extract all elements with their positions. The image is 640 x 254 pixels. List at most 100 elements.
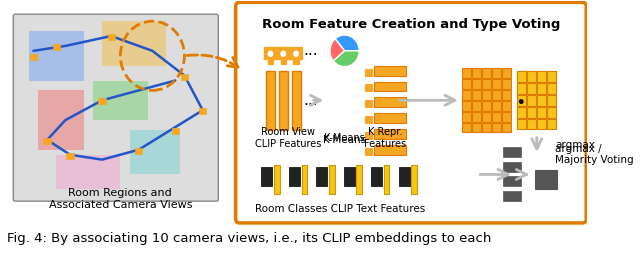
Bar bbox=[129, 130, 180, 174]
Bar bbox=[29, 31, 84, 81]
Bar bbox=[291, 71, 301, 130]
Bar bbox=[503, 191, 521, 201]
Text: ...: ... bbox=[303, 43, 318, 58]
Circle shape bbox=[267, 50, 274, 58]
Text: Room View
CLIP Features: Room View CLIP Features bbox=[255, 127, 321, 149]
Bar bbox=[278, 71, 288, 130]
Bar bbox=[472, 79, 481, 89]
Bar bbox=[482, 112, 491, 122]
Bar bbox=[365, 116, 372, 123]
Bar bbox=[289, 167, 300, 186]
Bar bbox=[503, 147, 521, 157]
Text: argmax /
Majority Voting: argmax / Majority Voting bbox=[555, 144, 634, 166]
Text: Room Classes CLIP Text Features: Room Classes CLIP Text Features bbox=[255, 204, 425, 214]
Bar bbox=[482, 79, 491, 89]
Circle shape bbox=[280, 50, 287, 58]
Bar bbox=[503, 162, 521, 171]
Bar bbox=[492, 68, 501, 78]
FancyBboxPatch shape bbox=[236, 2, 586, 223]
Bar bbox=[527, 107, 536, 118]
Bar bbox=[99, 98, 106, 104]
Text: K-Means: K-Means bbox=[324, 133, 365, 143]
Bar bbox=[472, 68, 481, 78]
Bar bbox=[93, 81, 148, 120]
Bar bbox=[472, 90, 481, 100]
Wedge shape bbox=[335, 35, 359, 51]
Bar bbox=[52, 44, 60, 50]
Bar bbox=[67, 153, 74, 159]
Bar bbox=[365, 148, 372, 155]
Bar bbox=[199, 108, 206, 114]
Bar bbox=[261, 167, 272, 186]
Bar bbox=[502, 79, 511, 89]
Bar bbox=[547, 107, 556, 118]
Bar bbox=[412, 165, 417, 194]
Bar bbox=[56, 155, 120, 189]
Text: $\bullet$: $\bullet$ bbox=[515, 91, 525, 109]
Bar bbox=[344, 167, 355, 186]
Bar bbox=[268, 60, 273, 64]
Wedge shape bbox=[333, 51, 359, 67]
Bar bbox=[537, 83, 547, 94]
Bar bbox=[535, 169, 557, 189]
FancyBboxPatch shape bbox=[13, 14, 218, 201]
Bar bbox=[399, 167, 410, 186]
Bar bbox=[356, 165, 362, 194]
Bar bbox=[374, 82, 406, 91]
Bar bbox=[44, 138, 51, 144]
Bar bbox=[374, 97, 406, 107]
Bar bbox=[547, 83, 556, 94]
Bar bbox=[374, 66, 406, 76]
Bar bbox=[461, 112, 471, 122]
Bar bbox=[517, 119, 526, 130]
Bar bbox=[290, 47, 303, 59]
Bar bbox=[277, 47, 290, 59]
Bar bbox=[461, 101, 471, 111]
Bar bbox=[537, 107, 547, 118]
Bar bbox=[461, 68, 471, 78]
Bar bbox=[371, 167, 382, 186]
Bar bbox=[461, 122, 471, 132]
Bar bbox=[293, 60, 299, 64]
Bar bbox=[492, 101, 501, 111]
Bar bbox=[537, 71, 547, 82]
Bar bbox=[180, 74, 188, 80]
Bar bbox=[482, 90, 491, 100]
Wedge shape bbox=[330, 39, 344, 61]
Bar bbox=[482, 68, 491, 78]
Bar bbox=[492, 112, 501, 122]
Bar bbox=[102, 21, 166, 66]
Bar bbox=[266, 71, 275, 130]
Bar bbox=[374, 145, 406, 155]
Bar bbox=[537, 95, 547, 106]
Bar bbox=[517, 71, 526, 82]
Text: Room Feature Creation and Type Voting: Room Feature Creation and Type Voting bbox=[262, 18, 560, 31]
Text: Room Regions and
Associated Camera Views: Room Regions and Associated Camera Views bbox=[49, 188, 192, 210]
Bar bbox=[38, 90, 84, 150]
Bar bbox=[502, 112, 511, 122]
Bar bbox=[527, 71, 536, 82]
Text: Fig. 4: By associating 10 camera views, i.e., its CLIP embeddings to each: Fig. 4: By associating 10 camera views, … bbox=[7, 232, 492, 245]
Bar bbox=[365, 100, 372, 107]
Bar bbox=[461, 79, 471, 89]
Bar bbox=[29, 54, 37, 60]
Bar bbox=[502, 101, 511, 111]
Bar bbox=[502, 68, 511, 78]
Bar bbox=[492, 122, 501, 132]
Bar bbox=[472, 112, 481, 122]
Bar bbox=[135, 148, 142, 154]
Bar bbox=[517, 83, 526, 94]
Text: ...: ... bbox=[303, 93, 318, 108]
Bar bbox=[374, 113, 406, 123]
Bar bbox=[527, 119, 536, 130]
Bar bbox=[492, 79, 501, 89]
Bar bbox=[365, 85, 372, 91]
Bar bbox=[517, 107, 526, 118]
Bar bbox=[547, 71, 556, 82]
Text: argmax: argmax bbox=[555, 140, 595, 150]
Bar bbox=[274, 165, 280, 194]
Bar bbox=[502, 90, 511, 100]
Bar bbox=[365, 132, 372, 139]
Bar bbox=[503, 177, 521, 186]
Bar bbox=[482, 122, 491, 132]
